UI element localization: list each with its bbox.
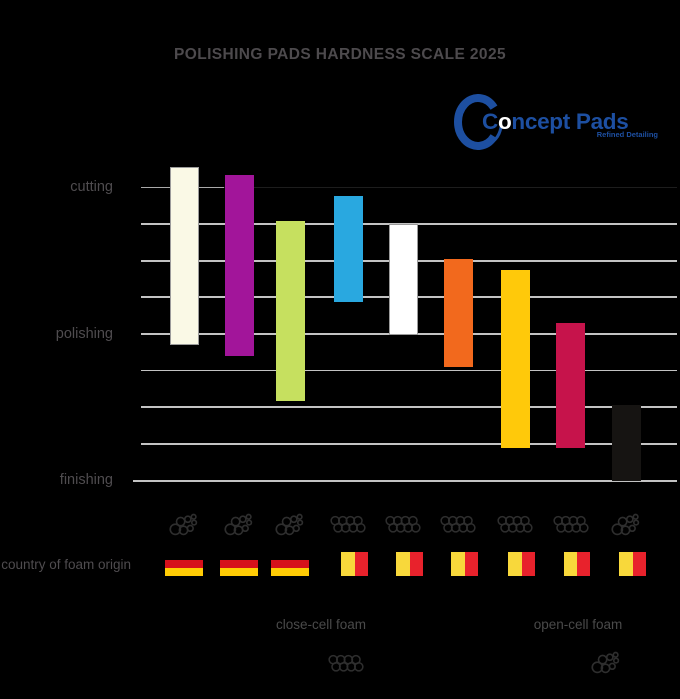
axis-label-finishing: finishing <box>59 472 113 489</box>
flag-stripe <box>271 560 309 568</box>
flag-belgium <box>495 552 535 576</box>
flag-belgium <box>328 552 368 576</box>
flag-stripe <box>451 552 465 576</box>
origin-row-label: country of foam origin <box>1 557 131 572</box>
gridline-0-right <box>224 186 677 189</box>
flag-stripe <box>508 552 522 576</box>
close-cell-foam-icon <box>328 654 364 672</box>
logo-tagline: Refined Detailing <box>596 130 658 139</box>
flag-stripe <box>495 552 509 576</box>
logo-letter-o: o <box>497 109 512 134</box>
flag-belgium <box>438 552 478 576</box>
flag-belgium <box>606 552 646 576</box>
gridline-7 <box>141 443 677 445</box>
pad-bar-6-orange <box>443 258 473 368</box>
close-cell-foam-icon <box>497 515 533 533</box>
flag-belgium <box>550 552 591 576</box>
flag-stripe <box>409 552 423 576</box>
close-cell-foam-icon <box>552 515 589 533</box>
flag-germany <box>165 552 203 576</box>
flag-stripe <box>606 552 620 576</box>
pad-bar-3-lime-green <box>275 220 305 401</box>
pad-bar-5-white <box>388 224 418 335</box>
open-cell-foam-icon <box>611 512 642 537</box>
flag-stripe <box>521 552 535 576</box>
flag-stripe <box>165 560 203 568</box>
flag-stripe <box>619 552 633 576</box>
pad-bar-7-yellow <box>500 269 530 448</box>
flag-stripe <box>354 552 368 576</box>
flag-stripe <box>341 552 355 576</box>
pad-bar-4-sky-blue <box>333 195 363 302</box>
pad-bar-9-black <box>611 404 641 481</box>
flag-stripe <box>550 552 564 576</box>
logo-wordmark-rest: ncept Pads <box>511 109 629 134</box>
gridline-6 <box>141 406 677 409</box>
flag-stripe <box>328 552 342 576</box>
flag-stripe <box>464 552 478 576</box>
axis-label-cutting: cutting <box>70 179 113 195</box>
gridline-1 <box>141 223 677 225</box>
open-cell-foam-icon <box>224 512 255 537</box>
flag-stripe <box>271 552 309 560</box>
close-cell-foam-icon <box>385 515 421 533</box>
flag-stripe <box>438 552 452 576</box>
flag-stripe <box>271 568 309 576</box>
flag-stripe <box>220 552 258 560</box>
open-cell-foam-icon <box>275 512 306 537</box>
close-cell-foam-icon <box>440 515 476 533</box>
gridline-8 <box>133 479 677 482</box>
concept-pads-logo-icon <box>454 94 503 150</box>
pad-bar-8-crimson <box>556 323 585 448</box>
flag-germany <box>220 552 258 576</box>
logo-letter-c: C <box>482 109 498 134</box>
flag-stripe <box>165 568 203 576</box>
flag-stripe <box>220 560 258 568</box>
gridline-5 <box>141 369 677 372</box>
pad-bar-2-magenta <box>224 175 254 357</box>
legend-open-cell-label: open-cell foam <box>533 617 623 632</box>
flag-stripe <box>220 568 258 576</box>
flag-stripe <box>577 552 591 576</box>
flag-germany <box>271 552 309 576</box>
flag-stripe <box>632 552 646 576</box>
legend-close-cell-label: close-cell foam <box>275 617 367 632</box>
axis-label-polishing: polishing <box>55 325 113 342</box>
open-cell-foam-icon <box>591 650 622 675</box>
close-cell-foam-icon <box>330 515 366 533</box>
flag-stripe <box>383 552 397 576</box>
pad-bar-1-ivory <box>169 166 199 346</box>
chart-title: POLISHING PADS HARDNESS SCALE 2025 <box>174 46 506 63</box>
flag-stripe <box>396 552 410 576</box>
logo-wordmark: Concept Pads <box>482 109 629 135</box>
flag-stripe <box>165 552 203 560</box>
flag-belgium <box>383 552 423 576</box>
flag-stripe <box>563 552 578 576</box>
open-cell-foam-icon <box>169 512 200 537</box>
